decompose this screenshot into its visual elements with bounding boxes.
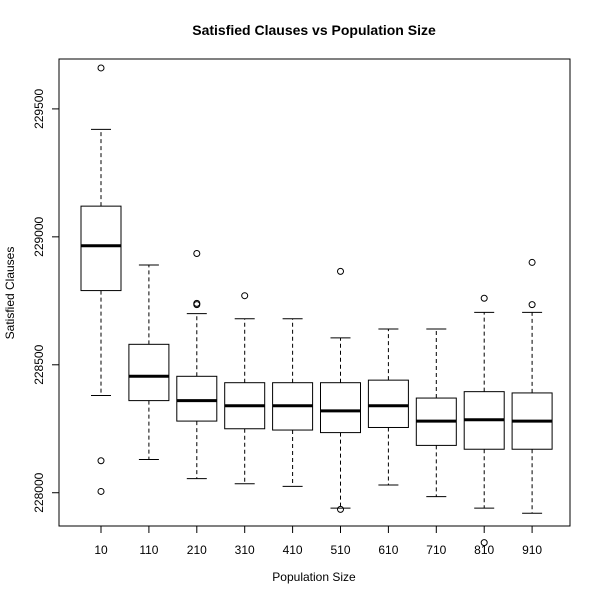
plot-frame bbox=[58, 58, 571, 527]
x-tick-label: 110 bbox=[139, 543, 158, 557]
box-group-910 bbox=[511, 258, 553, 514]
x-tick-label: 510 bbox=[330, 543, 350, 557]
y-tick-label: 229000 bbox=[32, 216, 46, 256]
box-iqr bbox=[80, 205, 122, 292]
x-tick-label: 210 bbox=[187, 543, 207, 557]
outlier-point bbox=[97, 487, 105, 495]
outlier-point bbox=[193, 301, 201, 309]
x-tick-label: 10 bbox=[94, 543, 108, 557]
y-axis: 228000 228500 229000 229500 bbox=[32, 89, 60, 513]
x-tick-label: 610 bbox=[378, 543, 398, 557]
outlier-point bbox=[528, 301, 536, 309]
x-tick-label: 910 bbox=[522, 543, 542, 557]
y-tick-label: 228000 bbox=[32, 472, 46, 512]
x-tick-label: 710 bbox=[426, 543, 446, 557]
y-tick-label: 228500 bbox=[32, 344, 46, 384]
box-group-710 bbox=[415, 328, 457, 498]
outlier-point bbox=[97, 64, 105, 72]
boxes-layer bbox=[80, 64, 553, 547]
x-axis: 10 110 210 310 410 510 610 710 810 910 bbox=[94, 525, 542, 557]
x-tick-label: 310 bbox=[235, 543, 255, 557]
outlier-point bbox=[193, 249, 201, 257]
outlier-point bbox=[337, 505, 344, 513]
box-iqr bbox=[128, 343, 170, 402]
box-group-610 bbox=[367, 328, 409, 486]
box-group-510 bbox=[320, 267, 361, 513]
outlier-point bbox=[337, 267, 344, 275]
y-tick-label: 229500 bbox=[32, 89, 46, 129]
box-group-110 bbox=[128, 264, 170, 460]
chart-title: Satisfied Clauses vs Population Size bbox=[192, 22, 436, 38]
box-group-410 bbox=[272, 318, 314, 487]
x-axis-label: Population Size bbox=[272, 570, 356, 584]
outlier-point bbox=[97, 457, 105, 465]
x-tick-label: 410 bbox=[283, 543, 303, 557]
box-iqr bbox=[176, 375, 218, 422]
outlier-point bbox=[241, 292, 249, 300]
outlier-point bbox=[480, 539, 488, 547]
outlier-point bbox=[528, 258, 536, 266]
box-group-10 bbox=[80, 64, 122, 495]
y-axis-label: Satisfied Clauses bbox=[3, 247, 17, 340]
x-tick-label: 810 bbox=[474, 543, 494, 557]
outlier-point bbox=[480, 294, 488, 302]
box-group-810 bbox=[463, 294, 505, 547]
box-iqr bbox=[320, 382, 361, 434]
box-group-310 bbox=[224, 292, 266, 485]
box-group-210 bbox=[176, 249, 218, 480]
box-iqr bbox=[367, 379, 409, 428]
